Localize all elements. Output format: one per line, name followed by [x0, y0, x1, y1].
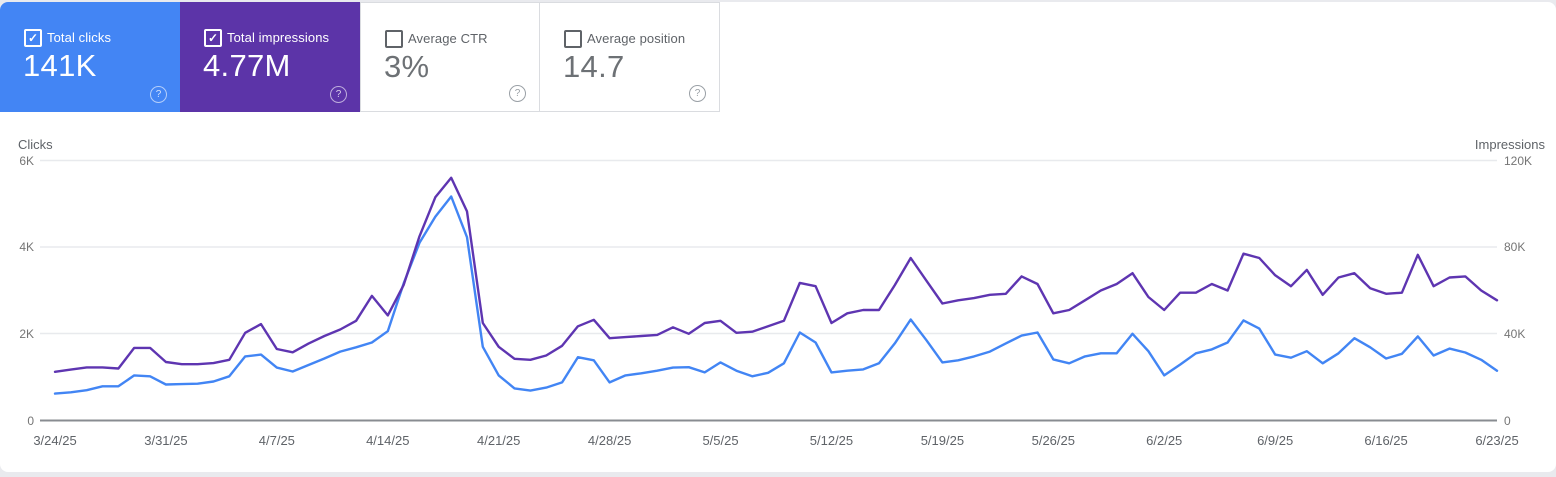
left-axis-tick: 4K [19, 240, 34, 254]
right-axis-tick: 0 [1504, 413, 1511, 428]
card-total-impressions[interactable]: Total impressions 4.77M [180, 2, 360, 112]
series-line-clicks [53, 195, 1499, 395]
card-average-ctr[interactable]: Average CTR 3% [360, 2, 540, 112]
right-axis-tick: 40K [1504, 326, 1526, 341]
x-axis-tick: 6/23/25 [1475, 433, 1519, 448]
metric-cards: Total clicks 141K Total impressions 4.77… [0, 2, 720, 112]
x-axis-tick: 5/12/25 [809, 433, 854, 448]
left-axis-tick: 6K [19, 153, 34, 168]
checkbox-total-clicks[interactable] [24, 29, 42, 47]
x-axis-tick: 3/31/25 [144, 433, 188, 448]
x-axis-tick: 4/21/25 [477, 433, 521, 448]
x-axis-tick: 3/24/25 [33, 433, 77, 448]
right-axis-tick: 80K [1504, 240, 1526, 254]
series-line-impressions [53, 176, 1499, 373]
help-icon[interactable] [150, 86, 167, 103]
card-value: 4.77M [203, 48, 291, 83]
card-average-position[interactable]: Average position 14.7 [540, 2, 720, 112]
help-icon[interactable] [509, 85, 526, 102]
card-total-clicks[interactable]: Total clicks 141K [0, 2, 180, 112]
x-axis-tick: 4/28/25 [587, 433, 632, 448]
card-label: Total clicks [47, 30, 112, 45]
x-axis-tick: 4/7/25 [258, 433, 295, 448]
x-axis-tick: 6/9/25 [1257, 433, 1294, 448]
x-axis-tick: 6/2/25 [1146, 433, 1183, 448]
right-axis-title: Impressions [1474, 137, 1545, 152]
left-axis-tick: 0 [27, 413, 34, 428]
left-axis-tick: 2K [19, 326, 34, 341]
checkbox-average-position[interactable] [564, 30, 582, 48]
x-axis-tick: 4/14/25 [366, 433, 410, 448]
checkbox-total-impressions[interactable] [204, 29, 222, 47]
x-axis-tick: 5/5/25 [702, 433, 739, 448]
card-value: 14.7 [563, 49, 625, 84]
card-label: Average CTR [408, 31, 488, 46]
x-axis-tick: 5/26/25 [1031, 433, 1075, 448]
checkbox-average-ctr[interactable] [385, 30, 403, 48]
x-axis-tick: 6/16/25 [1364, 433, 1408, 448]
card-value: 141K [23, 48, 97, 83]
x-axis-tick: 5/19/25 [920, 433, 965, 448]
card-label: Average position [587, 31, 686, 46]
card-value: 3% [384, 49, 430, 84]
right-axis-tick: 120K [1504, 153, 1533, 168]
left-axis-title: Clicks [18, 137, 53, 152]
help-icon[interactable] [689, 85, 706, 102]
card-label: Total impressions [227, 30, 330, 45]
help-icon[interactable] [330, 86, 347, 103]
